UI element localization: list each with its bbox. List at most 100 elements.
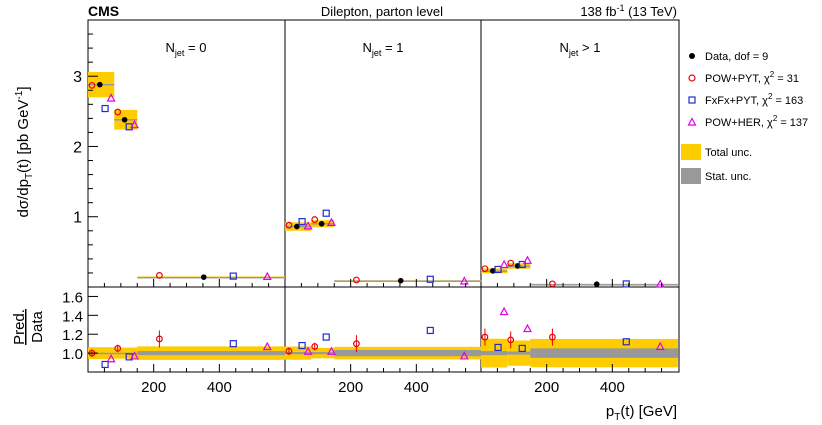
fxfx-point	[518, 260, 526, 269]
data-point	[490, 268, 496, 274]
ratio-y-tick-label: 1.0	[62, 346, 83, 363]
ratio-y-tick-label: 1.2	[62, 327, 83, 344]
fxfx-point	[322, 333, 330, 341]
data-point	[397, 277, 404, 284]
pow-pyt-point	[156, 335, 163, 343]
x-tick-label: 200	[338, 379, 363, 396]
ratio-y-axis-label: Pred. Data	[11, 309, 46, 345]
fxfx-point	[101, 360, 109, 369]
y-axis-label: dσ/dpT(t) [pb GeV-1]	[14, 87, 35, 218]
fxfx-point	[494, 265, 502, 274]
fxfx-point	[494, 343, 502, 352]
legend-pow-pyt-marker	[688, 74, 696, 82]
legend: Data, dof = 9 POW+PYT, χ2 = 31 FxFx+PYT,…	[681, 51, 808, 184]
panel-label-1: Njet = 1	[363, 40, 404, 58]
x-tick-label: 400	[404, 379, 429, 396]
pow-pyt-point	[481, 265, 489, 273]
ratio-label-num: Pred.	[11, 309, 28, 345]
legend-pow-pyt: POW+PYT, χ2 = 31	[705, 70, 799, 85]
pow-pyt-point	[114, 108, 122, 116]
y-tick-label: 1	[73, 210, 82, 227]
pow-her-point	[522, 323, 532, 333]
legend-total: Total unc.	[705, 147, 752, 159]
panel-label-2: Njet > 1	[560, 40, 601, 58]
pow-her-point	[106, 93, 116, 102]
pow-pyt-point	[88, 81, 96, 89]
data-point	[318, 220, 325, 227]
pow-her-point	[459, 276, 469, 285]
lumi-label: 138 fb-1 (13 TeV)	[580, 3, 677, 19]
ratio-stat-unc-band	[285, 352, 312, 355]
ratio-stat-unc-band	[481, 351, 508, 356]
x-tick-label: 400	[600, 379, 625, 396]
ratio-stat-unc-band	[137, 351, 285, 356]
pow-pyt-point	[507, 336, 515, 344]
legend-data-marker	[689, 53, 695, 59]
fxfx-point	[229, 272, 237, 280]
pow-pyt-point	[549, 280, 556, 288]
legend-data: Data, dof = 9	[705, 51, 768, 63]
pow-her-point	[303, 221, 313, 230]
fxfx-point	[125, 123, 133, 131]
ratio-stat-unc-band	[88, 352, 115, 355]
pow-pyt-point	[353, 340, 360, 348]
data-point	[593, 281, 600, 287]
fxfx-point	[518, 344, 526, 352]
ratio-stat-unc-band	[334, 349, 482, 357]
pow-pyt-point	[285, 347, 293, 355]
y-tick-label: 2	[73, 139, 82, 156]
ratio-label-den: Data	[29, 311, 46, 343]
pow-her-point	[129, 351, 139, 360]
fxfx-point	[426, 326, 434, 335]
pow-her-point	[459, 351, 469, 360]
legend-total-swatch	[681, 144, 701, 160]
ratio-y-tick-label: 1.6	[62, 289, 83, 306]
pow-pyt-point	[481, 333, 489, 341]
fxfx-point	[298, 341, 306, 350]
data-point	[121, 116, 128, 123]
ratio-stat-unc-band	[311, 352, 335, 355]
panel-frames	[87, 19, 680, 373]
top-frame	[87, 19, 680, 288]
pow-her-point	[326, 217, 336, 226]
pow-pyt-point	[311, 343, 319, 350]
legend-fxfx: FxFx+PYT, χ2 = 163	[705, 92, 803, 107]
legend-pow-her-marker	[687, 117, 697, 126]
pow-her-point	[655, 341, 665, 351]
y-tick-label: 3	[73, 69, 82, 86]
pow-pyt-point	[114, 344, 122, 352]
fxfx-point	[322, 209, 330, 217]
panel-labels: Njet = 0 Njet = 1 Njet > 1	[166, 40, 601, 58]
fxfx-point	[622, 338, 630, 346]
cms-label: CMS	[88, 3, 119, 19]
pow-her-point	[499, 259, 509, 269]
panel-label-0: Njet = 0	[166, 40, 207, 58]
x-tick-label: 200	[141, 379, 166, 396]
data-point	[200, 274, 207, 280]
pow-her-point	[106, 354, 116, 363]
stat-unc-band	[137, 276, 285, 279]
fxfx-point	[101, 104, 109, 113]
x-tick-label: 400	[207, 379, 232, 396]
stat-unc-band	[334, 280, 482, 282]
markers	[88, 81, 665, 369]
x-axis-label: pT(t) [GeV]	[606, 403, 677, 423]
pow-her-point	[655, 279, 665, 288]
legend-pow-her: POW+HER, χ2 = 137	[705, 114, 808, 129]
data-point	[97, 81, 103, 88]
ratio-stat-unc-band	[507, 351, 531, 355]
pow-her-point	[129, 119, 139, 129]
pow-her-point	[262, 341, 272, 351]
x-tick-label: 200	[534, 379, 559, 396]
pow-her-point	[303, 346, 313, 355]
pow-her-point	[262, 271, 272, 281]
pow-pyt-point	[353, 276, 360, 284]
pow-pyt-point	[311, 216, 319, 223]
pow-pyt-point	[549, 333, 556, 341]
chart-title: Dilepton, parton level	[321, 4, 443, 19]
fxfx-point	[229, 340, 237, 348]
pow-pyt-point	[156, 272, 163, 279]
fxfx-point	[426, 275, 434, 283]
axis-ticks: 1 2 3 1.0 1.2 1.4 1.6 200 400 200 400 200 400	[62, 33, 663, 396]
